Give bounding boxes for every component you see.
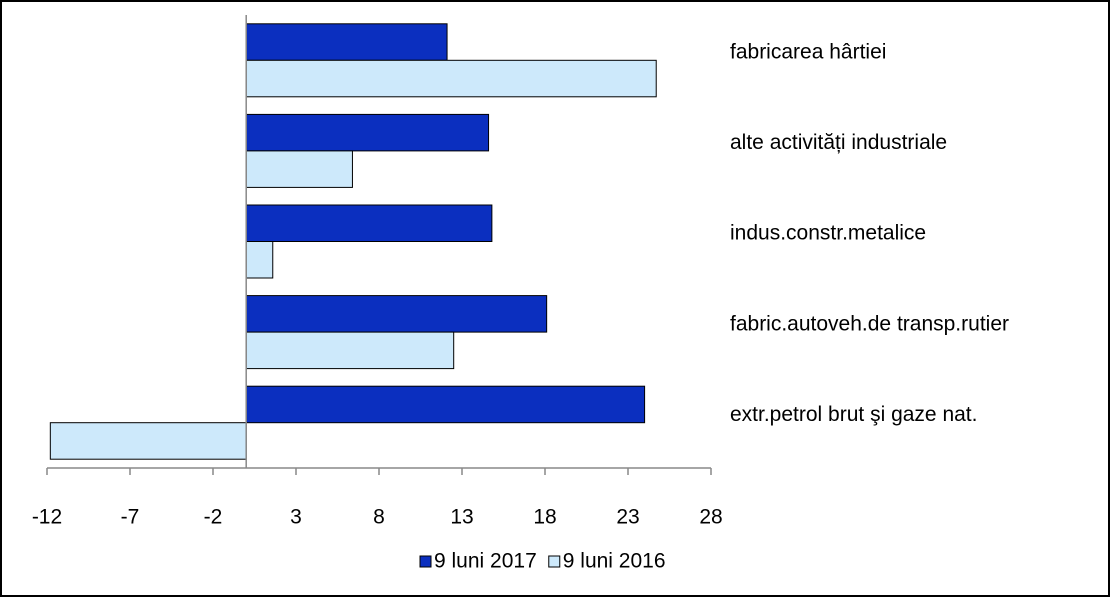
bar — [245, 23, 448, 61]
x-tick-label: 3 — [290, 506, 302, 529]
bar — [245, 59, 657, 98]
category-label: indus.constr.metalice — [730, 222, 926, 245]
x-tick-label: -12 — [32, 506, 62, 529]
bar — [245, 385, 646, 424]
x-tick-label: 28 — [699, 506, 722, 529]
bar — [245, 331, 455, 370]
bar — [49, 422, 247, 460]
legend-swatch — [548, 555, 561, 568]
bar — [245, 150, 353, 188]
bar — [245, 295, 548, 333]
x-tick-label: 18 — [533, 506, 556, 529]
bar — [245, 241, 274, 279]
x-tick-label: 23 — [616, 506, 639, 529]
category-label: fabric.autoveh.de transp.rutier — [730, 312, 1009, 335]
x-tick-label: -2 — [204, 506, 223, 529]
x-tick-label: 13 — [450, 506, 473, 529]
bar — [245, 204, 493, 242]
x-tick-label: -7 — [121, 506, 140, 529]
category-label: extr.petrol brut şi gaze nat. — [730, 403, 977, 426]
legend-label: 9 luni 2016 — [563, 550, 666, 573]
bar — [245, 113, 490, 152]
category-label: alte activități industriale — [730, 131, 947, 154]
legend-swatch — [419, 555, 432, 568]
legend-label: 9 luni 2017 — [434, 550, 537, 573]
x-tick-label: 8 — [373, 506, 385, 529]
category-label: fabricarea hârtiei — [730, 41, 886, 64]
